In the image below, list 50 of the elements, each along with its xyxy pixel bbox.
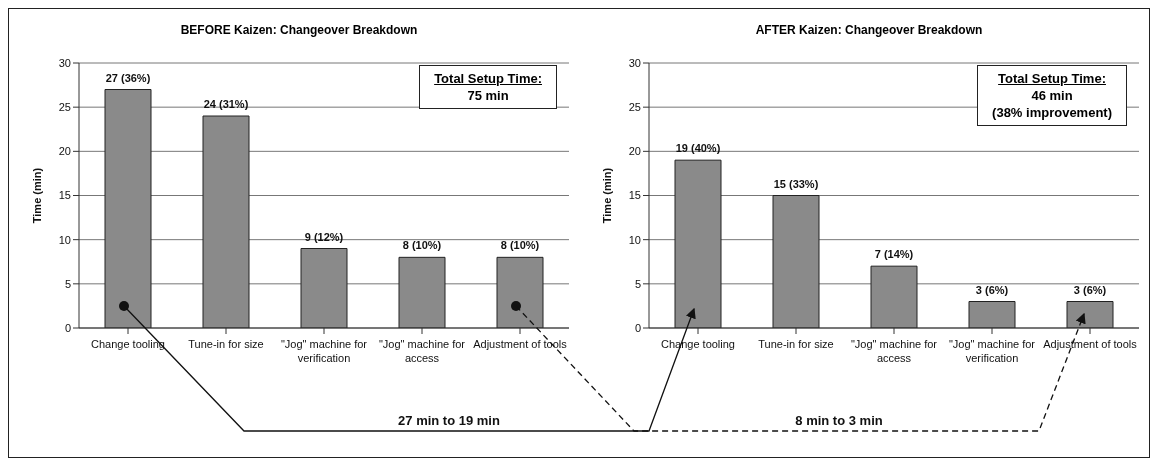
text: 27 min to 19 min [398,413,500,428]
annotation: Total Setup Time: 46 min (38% improvement) [992,70,1112,121]
y-tick-label: 5 [634,277,641,290]
x-tick-label: "Jog" machine for verification [280,338,368,364]
x-tick-label: Tune-in for size [188,338,264,350]
data-label: 19 (40%) [675,142,721,155]
x-tick-label: Adjustment of tools [1043,338,1138,350]
x-tick-label: "Jog" machine for access [378,338,466,364]
data-label: 3 (6%) [975,283,1009,296]
y-tick-label: 10 [58,233,71,246]
bar [104,89,152,328]
data-label: 3 (6%) [1073,283,1107,296]
data-label: 24 (31%) [203,98,249,110]
y-tick-label: 20 [58,145,71,158]
chart-title: AFTER Kaizen: Changeover Breakdown [754,22,984,39]
y-tick-label: 0 [64,321,71,334]
bar [870,265,918,328]
data-label: 15 (33%) [773,177,819,190]
y-tick-label: 15 [58,189,71,202]
y-tick-label: 30 [58,56,71,69]
bar [1066,301,1114,328]
bar [202,115,250,328]
annotation: Total Setup Time: 75 min [434,70,542,104]
x-tick-label: Adjustment of tools [473,338,568,350]
y-tick-label: 25 [58,101,71,114]
chart-title: BEFORE Kaizen: Changeover Breakdown [179,22,419,39]
bar [772,195,820,328]
bar [968,301,1016,328]
text: 8 min to 3 min [795,413,883,428]
y-tick-label: 10 [628,233,641,246]
bar [496,256,544,328]
data-label: 7 (14%) [874,248,914,261]
data-label: 8 (10%) [500,239,540,252]
data-label: 27 (36%) [105,71,151,84]
y-axis-title: Time (min) [600,167,613,224]
y-tick-label: 30 [628,56,641,69]
y-tick-label: 0 [634,321,641,334]
bar [398,256,446,328]
bar [300,248,348,328]
x-tick-label: "Jog" machine for access [850,338,938,364]
y-tick-label: 20 [628,145,641,158]
data-label: 9 (12%) [304,230,344,243]
y-axis-title: Time (min) [30,167,43,224]
x-tick-label: Tune-in for size [758,338,834,350]
y-tick-label: 25 [628,101,641,114]
data-label: 8 (10%) [402,239,442,252]
x-tick-label: "Jog" machine for verification [948,338,1036,364]
y-tick-label: 15 [628,189,641,202]
y-tick-label: 5 [64,277,71,290]
bar [674,159,722,328]
